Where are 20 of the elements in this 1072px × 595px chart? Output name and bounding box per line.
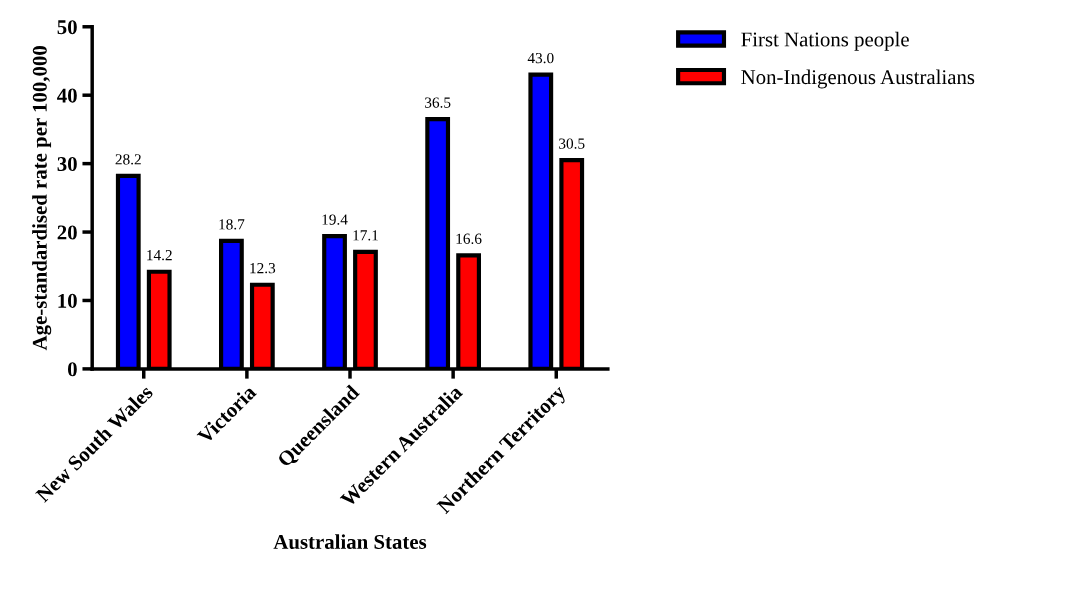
x-axis-title: Australian States [273,534,427,549]
data-label: 43.0 [527,52,554,64]
data-label: 17.1 [353,230,378,241]
data-label: 28.2 [115,154,141,165]
y-tick-label: 0 [67,362,77,377]
legend-label: First Nations people [741,31,909,51]
data-label: 16.6 [456,233,482,244]
data-label: 36.5 [425,97,451,108]
legend-label: Non-Indigenous Australians [741,69,975,89]
y-tick-label: 30 [57,157,77,172]
y-axis-title: Age-standardised rate per 100,000 [32,46,52,351]
y-tick-label: 10 [58,293,77,308]
data-label: 18.7 [219,219,245,230]
y-tick-label: 50 [57,20,77,35]
data-label: 14.2 [147,250,172,261]
data-label: 30.5 [559,138,585,149]
data-label: 19.4 [322,214,348,225]
data-label: 12.3 [250,263,276,274]
y-tick-label: 20 [57,225,77,240]
y-tick-label: 40 [57,88,77,103]
